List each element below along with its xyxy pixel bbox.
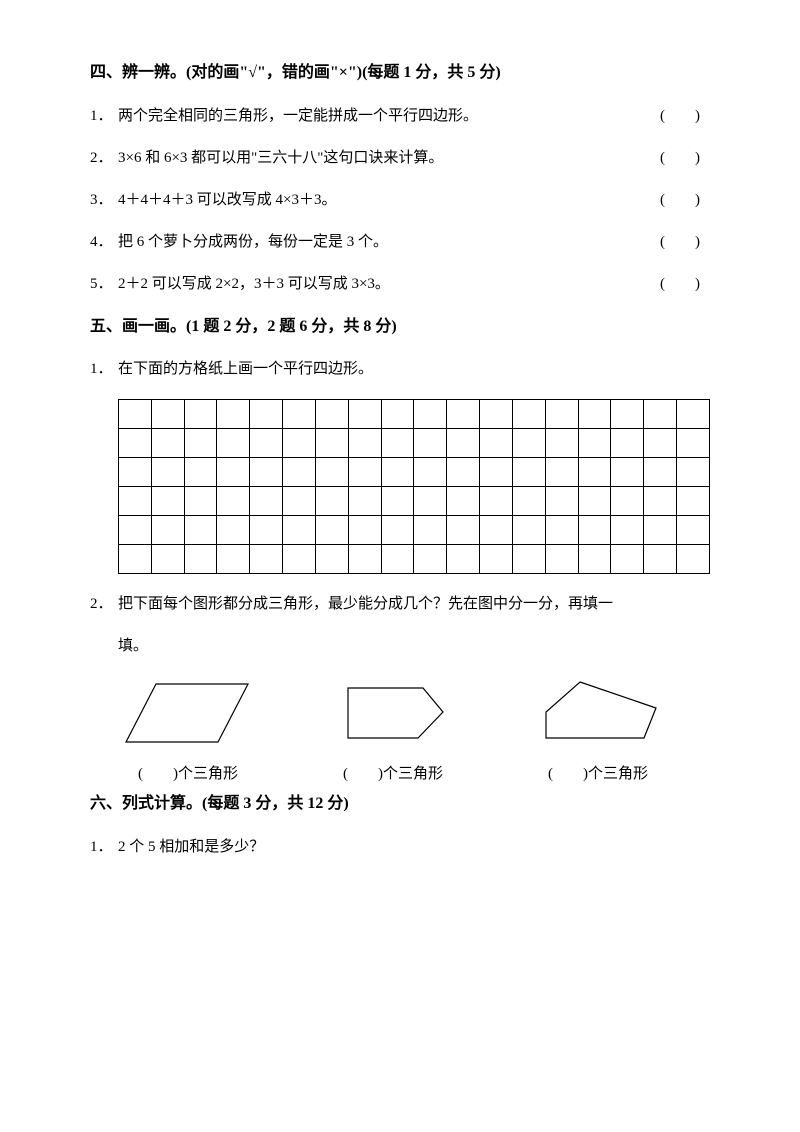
s4-item-4: 4． 把 6 个萝卜分成两份，每份一定是 3 个。 ( ) (90, 230, 710, 254)
s4-item-2: 2． 3×6 和 6×3 都可以用"三六十八"这句口诀来计算。 ( ) (90, 146, 710, 170)
shape1-label: ( )个三角形 (138, 762, 238, 783)
s5-q1: 1． 在下面的方格纸上画一个平行四边形。 (90, 357, 710, 381)
grid-paper (118, 399, 710, 574)
pentagon2-icon (528, 672, 668, 752)
shape-2: ( )个三角形 (328, 672, 458, 783)
quadrilateral-icon (118, 672, 258, 752)
shape-1: ( )个三角形 (118, 672, 258, 783)
s5-q2-text: 把下面每个图形都分成三角形，最少能分成几个？先在图中分一分，再填一 (118, 592, 710, 616)
s4-q3-text: 4＋4＋4＋3 可以改写成 4×3＋3。 (118, 188, 336, 212)
shape-3: ( )个三角形 (528, 672, 668, 783)
shape3-label: ( )个三角形 (548, 762, 648, 783)
shape2-label: ( )个三角形 (343, 762, 443, 783)
s4-item-1: 1． 两个完全相同的三角形，一定能拼成一个平行四边形。 ( ) (90, 104, 710, 128)
s6-q1: 1． 2 个 5 相加和是多少？ (90, 835, 710, 859)
s4-q5-text: 2＋2 可以写成 2×2，3＋3 可以写成 3×3。 (118, 272, 390, 296)
grid-table (118, 399, 710, 574)
s4-q2-text: 3×6 和 6×3 都可以用"三六十八"这句口诀来计算。 (118, 146, 443, 170)
s4-q2-num: 2． (90, 146, 118, 170)
s5-q2-cont: 填。 (118, 634, 710, 658)
s4-q1-paren: ( ) (660, 104, 710, 128)
s4-item-3: 3． 4＋4＋4＋3 可以改写成 4×3＋3。 ( ) (90, 188, 710, 212)
s6-q1-text: 2 个 5 相加和是多少？ (118, 835, 710, 859)
s4-q5-num: 5． (90, 272, 118, 296)
section5-title: 五、画一画。(1 题 2 分，2 题 6 分，共 8 分) (90, 314, 710, 340)
pentagon-icon (328, 672, 458, 752)
shapes-row: ( )个三角形 ( )个三角形 ( )个三角形 (118, 672, 710, 783)
s5-q1-text: 在下面的方格纸上画一个平行四边形。 (118, 357, 710, 381)
s4-q2-paren: ( ) (660, 146, 710, 170)
s4-q4-paren: ( ) (660, 230, 710, 254)
s5-q2-num: 2． (90, 592, 118, 616)
section6-title: 六、列式计算。(每题 3 分，共 12 分) (90, 791, 710, 817)
s4-q1-num: 1． (90, 104, 118, 128)
s5-q2: 2． 把下面每个图形都分成三角形，最少能分成几个？先在图中分一分，再填一 (90, 592, 710, 616)
s4-q3-num: 3． (90, 188, 118, 212)
s5-q1-num: 1． (90, 357, 118, 381)
s4-q4-text: 把 6 个萝卜分成两份，每份一定是 3 个。 (118, 230, 388, 254)
s4-q1-text: 两个完全相同的三角形，一定能拼成一个平行四边形。 (118, 104, 478, 128)
s6-q1-num: 1． (90, 835, 118, 859)
s4-q4-num: 4． (90, 230, 118, 254)
s4-item-5: 5． 2＋2 可以写成 2×2，3＋3 可以写成 3×3。 ( ) (90, 272, 710, 296)
section4-title: 四、辨一辨。(对的画"√"，错的画"×")(每题 1 分，共 5 分) (90, 60, 710, 86)
s4-q5-paren: ( ) (660, 272, 710, 296)
s4-q3-paren: ( ) (660, 188, 710, 212)
